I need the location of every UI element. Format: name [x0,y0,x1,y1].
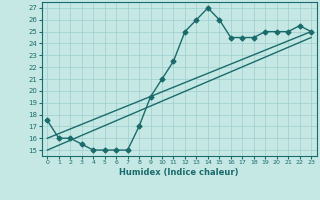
X-axis label: Humidex (Indice chaleur): Humidex (Indice chaleur) [119,168,239,177]
